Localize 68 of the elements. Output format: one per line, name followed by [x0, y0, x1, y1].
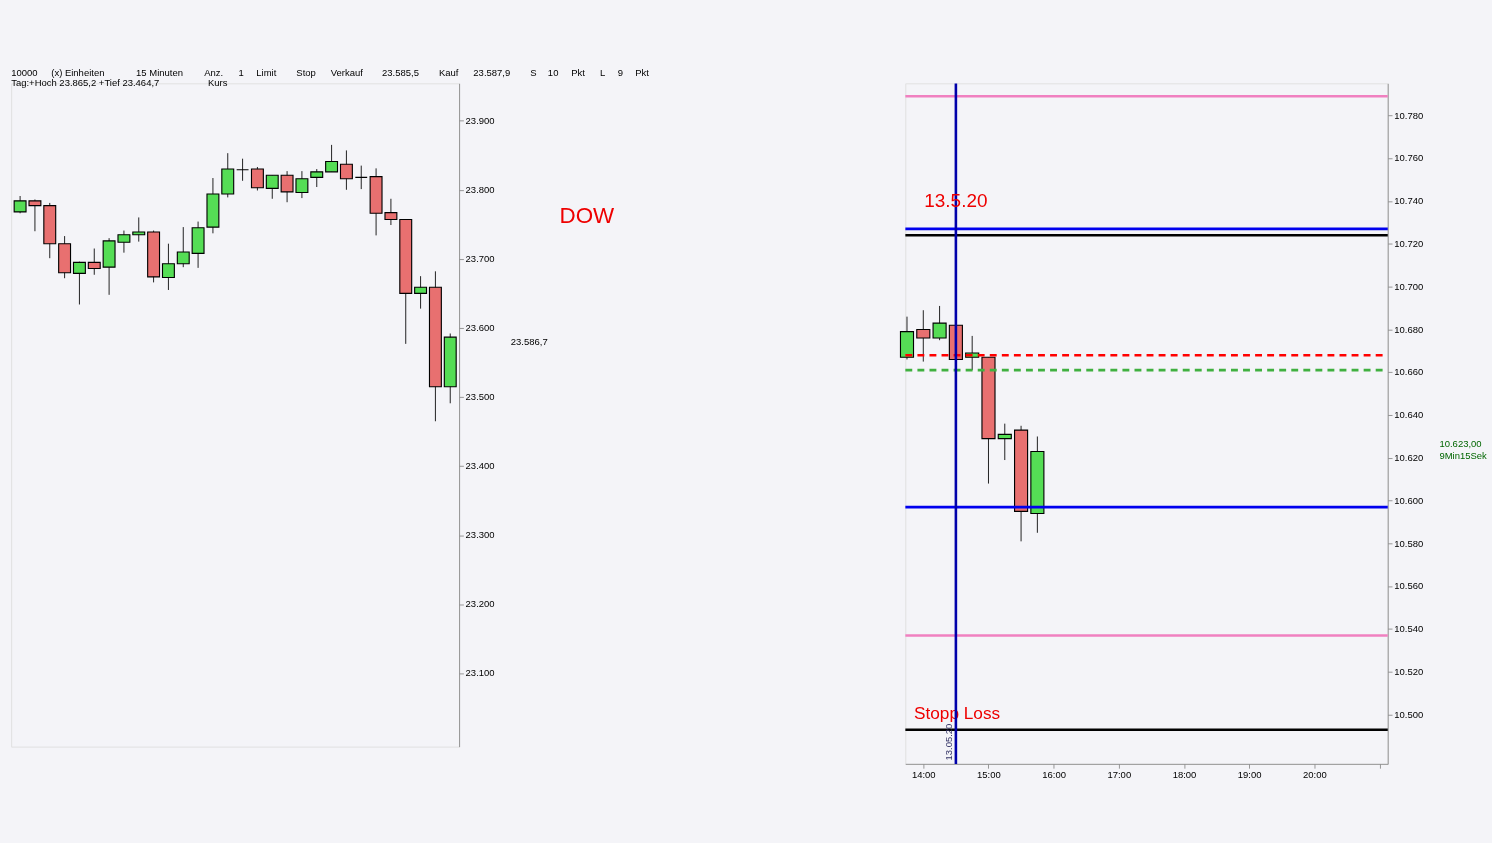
y-tick-label: 10.520 — [1394, 665, 1424, 677]
annotation: Kurs — [208, 76, 228, 88]
y-tick-label: 10.640 — [1394, 409, 1424, 421]
y-tick-label: 23.600 — [465, 322, 495, 333]
text: 10000 — [11, 66, 38, 78]
y-tick-label: 23.200 — [465, 598, 495, 610]
x-tick-label: 17:00 — [1107, 769, 1132, 781]
y-tick-label: 10.760 — [1394, 152, 1424, 164]
y-tick-label: 10.600 — [1394, 494, 1424, 506]
text: DOW — [559, 202, 616, 228]
text: 23.586,7 — [510, 335, 548, 347]
y-tick-label: 23.100 — [465, 667, 495, 679]
text: Pkt — [571, 66, 586, 78]
x-tick-label: 18:00 — [1172, 769, 1197, 781]
text: 15 Minuten — [136, 66, 183, 78]
candlestick — [997, 423, 1012, 461]
x-tick-label: 14:00 — [911, 769, 936, 781]
text: 23.585,5 — [382, 66, 419, 78]
y-tick-label: 10.620 — [1394, 451, 1424, 463]
candlestick — [176, 226, 190, 268]
y-tick-label: 10.680 — [1394, 323, 1424, 335]
y-tick-label: 23.800 — [465, 183, 495, 195]
text: 23.587,9 — [473, 66, 511, 78]
text: Kauf — [438, 66, 459, 78]
text: (x) Einheiten — [51, 66, 105, 78]
text: Pkt — [635, 66, 650, 78]
x-tick-label: 15:00 — [977, 769, 1001, 781]
y-tick-label: 23.900 — [465, 114, 495, 126]
text: Verkauf — [330, 66, 364, 78]
candlestick — [250, 166, 264, 191]
y-tick-label: 10.500 — [1394, 708, 1424, 720]
candlestick — [339, 149, 353, 191]
y-tick-label: 23.400 — [465, 460, 495, 472]
candlestick — [354, 165, 368, 190]
text: Stop — [296, 66, 316, 78]
candlestick — [87, 248, 101, 276]
text: S — [530, 66, 537, 78]
candlestick — [236, 158, 250, 182]
y-tick-label: 23.700 — [465, 252, 495, 264]
text: 10.623,00 — [1439, 437, 1482, 449]
x-tick-label: 16:00 — [1042, 769, 1066, 781]
candlestick — [72, 261, 86, 305]
text: Limit — [256, 66, 277, 78]
text: L — [599, 66, 606, 78]
y-tick-label: 10.580 — [1394, 537, 1424, 549]
text: 9Min15Sek — [1439, 449, 1488, 461]
y-tick-label: 10.740 — [1394, 195, 1424, 207]
text: 9 — [617, 66, 623, 78]
y-tick-label: 10.660 — [1394, 366, 1424, 378]
candlestick — [265, 174, 279, 200]
candlestick — [325, 144, 339, 173]
candlestick — [414, 275, 428, 310]
text: Anz. — [204, 66, 224, 78]
y-tick-label: 10.700 — [1394, 280, 1424, 292]
x-tick-label: 19:00 — [1237, 769, 1262, 781]
x-tick-label: 20:00 — [1303, 769, 1327, 781]
y-tick-label: 10.780 — [1394, 109, 1424, 121]
y-tick-label: 23.500 — [465, 391, 495, 403]
candlestick — [916, 309, 931, 363]
y-tick-label: 23.300 — [465, 529, 495, 541]
y-tick-label: 10.540 — [1394, 623, 1424, 635]
text: 10 — [547, 66, 559, 78]
y-tick-label: 10.560 — [1394, 580, 1424, 592]
candlestick — [161, 243, 175, 291]
ref-line-label: 13.05.20 — [942, 723, 954, 761]
candlestick — [932, 305, 947, 341]
text: 1 — [238, 66, 244, 78]
y-tick-label: 10.720 — [1394, 237, 1424, 249]
